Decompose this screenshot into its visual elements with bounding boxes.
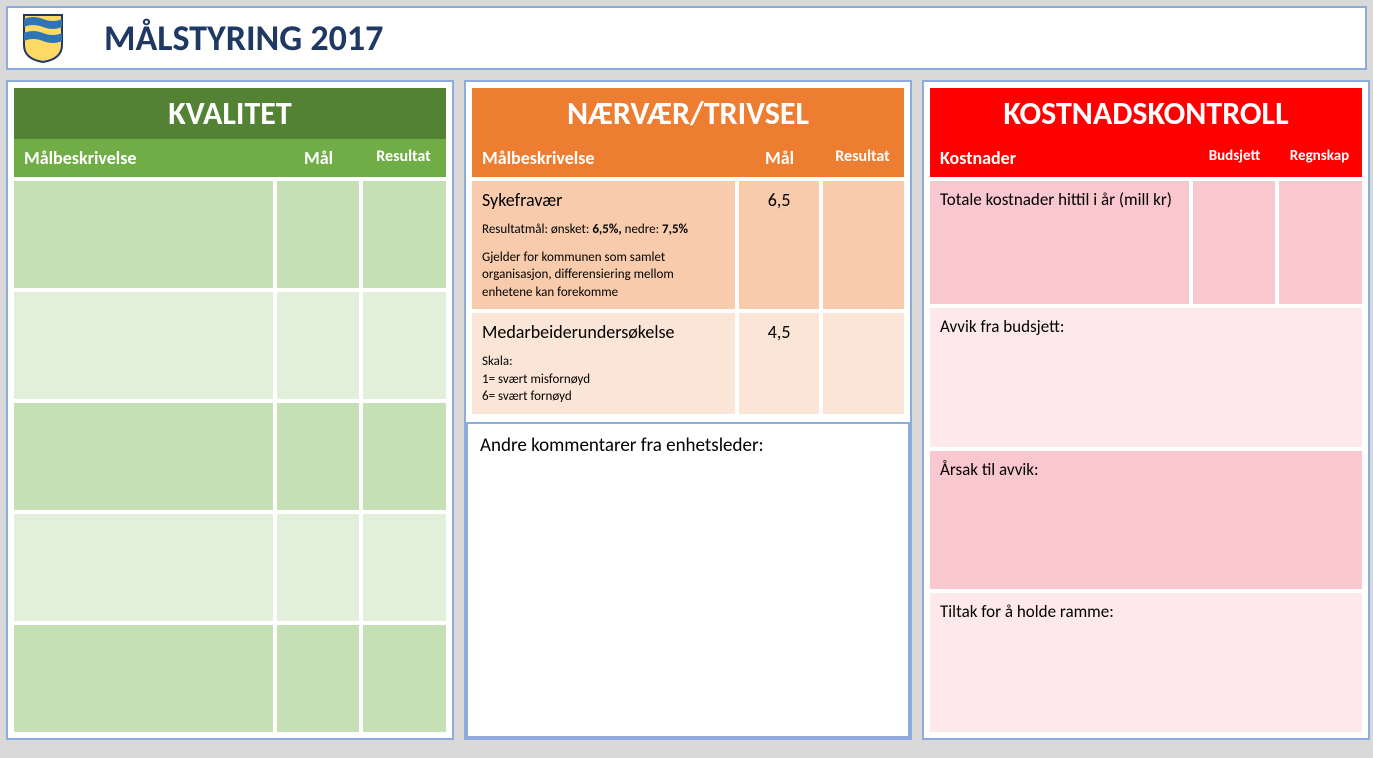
row-title: Sykefravær: [482, 189, 725, 211]
kvalitet-col-desc: Målbeskrivelse: [14, 139, 276, 177]
page-title: MÅLSTYRING 2017: [104, 16, 383, 60]
comments-label: Andre kommentarer fra enhetsleder:: [480, 434, 764, 457]
kostnad-budsjett: [1193, 181, 1276, 304]
kvalitet-cell-mal: [277, 181, 360, 288]
kvalitet-cell-resultat: [363, 292, 446, 399]
row-sub3: 6= svært fornøyd: [482, 388, 725, 406]
kostnad-row-total: Totale kostnader hittil i år (mill kr): [930, 181, 1362, 304]
kostnad-rows: Totale kostnader hittil i år (mill kr) A…: [930, 181, 1362, 732]
kostnad-headers: Kostnader Budsjett Regnskap: [930, 139, 1362, 177]
naervaer-col-resultat: Resultat: [821, 139, 904, 177]
kvalitet-row: [14, 181, 446, 288]
naervaer-col-desc: Målbeskrivelse: [472, 139, 738, 177]
kostnad-col-desc: Kostnader: [930, 139, 1192, 177]
kvalitet-cell-desc: [14, 181, 273, 288]
kvalitet-cell-mal: [277, 514, 360, 621]
kvalitet-cell-desc: [14, 625, 273, 732]
row-subtext: Resultatmål: ønsket: 6,5%, nedre: 7,5%: [482, 221, 725, 239]
kostnad-col-budsjett: Budsjett: [1192, 139, 1277, 177]
naervaer-mal: 6,5: [739, 181, 820, 309]
kvalitet-headers: Målbeskrivelse Mål Resultat: [14, 139, 446, 177]
kostnad-row-avvik: Avvik fra budsjett:: [930, 308, 1362, 447]
naervaer-desc: Sykefravær Resultatmål: ønsket: 6,5%, ne…: [472, 181, 735, 309]
kvalitet-row: [14, 625, 446, 732]
kvalitet-cell-desc: [14, 403, 273, 510]
kvalitet-cell-resultat: [363, 514, 446, 621]
comments-box: Andre kommentarer fra enhetsleder:: [466, 422, 910, 738]
kvalitet-cell-mal: [277, 292, 360, 399]
row-sub1: Skala:: [482, 353, 725, 371]
row-sub2: 1= svært misfornøyd: [482, 371, 725, 389]
naervaer-row-sykefravaer: Sykefravær Resultatmål: ønsket: 6,5%, ne…: [472, 181, 904, 309]
kvalitet-row: [14, 403, 446, 510]
kostnad-title: KOSTNADSKONTROLL: [930, 88, 1362, 139]
kostnad-col-regnskap: Regnskap: [1277, 139, 1362, 177]
kvalitet-rows: [14, 181, 446, 732]
kvalitet-cell-mal: [277, 403, 360, 510]
kvalitet-row: [14, 292, 446, 399]
kvalitet-title: KVALITET: [14, 88, 446, 139]
naervaer-desc: Medarbeiderundersøkelse Skala: 1= svært …: [472, 313, 735, 414]
page-header: MÅLSTYRING 2017: [6, 6, 1367, 70]
kvalitet-cell-resultat: [363, 403, 446, 510]
kvalitet-cell-resultat: [363, 181, 446, 288]
kvalitet-col-resultat: Resultat: [361, 139, 446, 177]
kostnad-label: Totale kostnader hittil i år (mill kr): [930, 181, 1189, 304]
naervaer-rows: Sykefravær Resultatmål: ønsket: 6,5%, ne…: [472, 181, 904, 414]
naervaer-headers: Målbeskrivelse Mål Resultat: [472, 139, 904, 177]
naervaer-resultat: [823, 181, 904, 309]
panel-naervaer: NÆRVÆR/TRIVSEL Målbeskrivelse Mål Result…: [464, 80, 912, 740]
naervaer-title: NÆRVÆR/TRIVSEL: [472, 88, 904, 139]
panels: KVALITET Målbeskrivelse Mål Resultat: [6, 80, 1367, 740]
kvalitet-row: [14, 514, 446, 621]
kvalitet-cell-resultat: [363, 625, 446, 732]
kvalitet-col-mal: Mål: [276, 139, 361, 177]
naervaer-mal: 4,5: [739, 313, 820, 414]
naervaer-col-mal: Mål: [738, 139, 821, 177]
kostnad-row-aarsak: Årsak til avvik:: [930, 451, 1362, 590]
logo-shield-icon: [22, 13, 64, 63]
panel-kvalitet: KVALITET Målbeskrivelse Mål Resultat: [6, 80, 454, 740]
panel-kostnad: KOSTNADSKONTROLL Kostnader Budsjett Regn…: [922, 80, 1370, 740]
naervaer-row-medarbeider: Medarbeiderundersøkelse Skala: 1= svært …: [472, 313, 904, 414]
naervaer-resultat: [823, 313, 904, 414]
row-subtext2: Gjelder for kommunen som samlet organisa…: [482, 249, 725, 302]
kostnad-regnskap: [1279, 181, 1362, 304]
kostnad-row-tiltak: Tiltak for å holde ramme:: [930, 593, 1362, 732]
kvalitet-cell-mal: [277, 625, 360, 732]
kvalitet-cell-desc: [14, 514, 273, 621]
kvalitet-cell-desc: [14, 292, 273, 399]
row-title: Medarbeiderundersøkelse: [482, 321, 725, 343]
